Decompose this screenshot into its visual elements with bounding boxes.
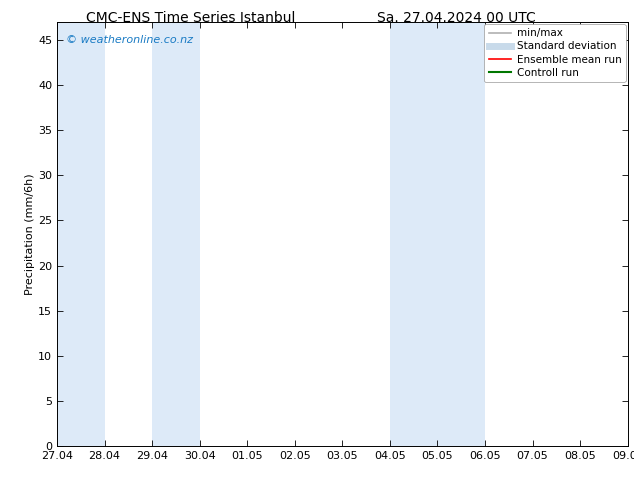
- Text: © weatheronline.co.nz: © weatheronline.co.nz: [66, 35, 193, 45]
- Text: Sa. 27.04.2024 00 UTC: Sa. 27.04.2024 00 UTC: [377, 11, 536, 25]
- Bar: [152, 22, 200, 446]
- Legend: min/max, Standard deviation, Ensemble mean run, Controll run: min/max, Standard deviation, Ensemble me…: [484, 24, 626, 82]
- Bar: [57, 22, 105, 446]
- Bar: [390, 22, 485, 446]
- Y-axis label: Precipitation (mm/6h): Precipitation (mm/6h): [25, 173, 36, 295]
- Text: CMC-ENS Time Series Istanbul: CMC-ENS Time Series Istanbul: [86, 11, 295, 25]
